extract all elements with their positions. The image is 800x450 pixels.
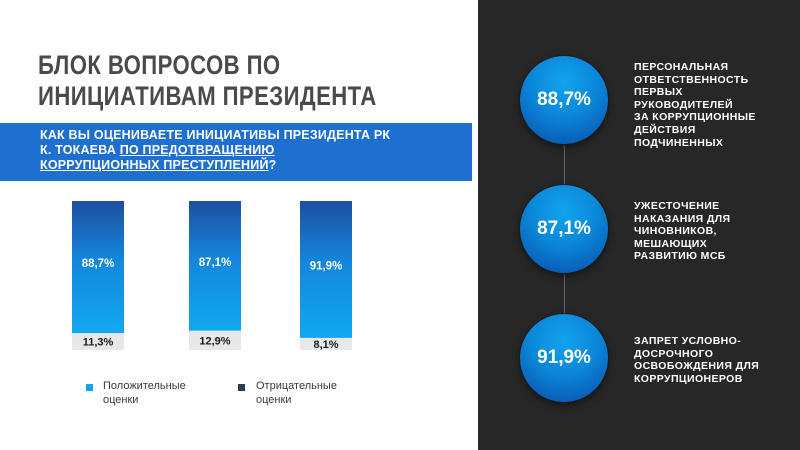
stat-circle-3-value: 91,9% bbox=[537, 347, 591, 368]
stat-circle-2-value: 87,1% bbox=[537, 218, 591, 239]
data-label-positive-1: 88,7% bbox=[82, 258, 115, 270]
stacked-bar-chart: 88,7% 11,3% 87,1% 12,9% 91,9% 8,1% bbox=[72, 201, 352, 351]
page-title: БЛОК ВОПРОСОВ ПО ИНИЦИАТИВАМ ПРЕЗИДЕНТА bbox=[38, 50, 377, 112]
stat-circle-3: 91,9% bbox=[520, 314, 608, 402]
stat-text-2-line: ЧИНОВНИКОВ, bbox=[634, 225, 717, 238]
stat-text-2-line: РАЗВИТИЮ МСБ bbox=[634, 250, 726, 263]
stat-text-1-line: ПЕРВЫХ bbox=[634, 86, 683, 99]
question-line-1: КАК ВЫ ОЦЕНИВАЕТЕ ИНИЦИАТИВЫ ПРЕЗИДЕНТА … bbox=[40, 128, 391, 142]
question-line-3-tail: ? bbox=[268, 158, 277, 172]
legend-positive-line-1: Положительные bbox=[103, 380, 186, 392]
bar-negative-3 bbox=[300, 337, 352, 350]
legend-swatch-positive bbox=[86, 384, 93, 391]
question-text: КАК ВЫ ОЦЕНИВАЕТЕ ИНИЦИАТИВЫ ПРЕЗИДЕНТА … bbox=[40, 128, 460, 173]
legend-label-negative: Отрицательные оценки bbox=[256, 379, 337, 407]
legend-swatch-negative bbox=[238, 384, 245, 391]
stat-text-1: ПЕРСОНАЛЬНАЯ ОТВЕТСТВЕННОСТЬ ПЕРВЫХ РУКО… bbox=[634, 61, 784, 149]
legend-positive-line-2: оценки bbox=[103, 394, 139, 406]
stat-text-1-line: ОТВЕТСТВЕННОСТЬ bbox=[634, 73, 749, 86]
legend-negative-line-2: оценки bbox=[256, 394, 292, 406]
data-label-negative-1: 11,3% bbox=[83, 337, 114, 349]
stat-text-3-line: ДОСРОЧНОГО bbox=[634, 347, 714, 360]
stat-text-2-line: УЖЕСТОЧЕНИЕ bbox=[634, 200, 720, 212]
data-label-negative-2: 12,9% bbox=[199, 335, 230, 347]
bar-positive-3 bbox=[300, 201, 352, 338]
title-line-2: ИНИЦИАТИВАМ ПРЕЗИДЕНТА bbox=[38, 81, 377, 111]
question-line-3-underlined: КОРРУПЦИОННЫХ ПРЕСТУПЛЕНИЙ bbox=[40, 158, 269, 172]
stat-text-3-line: КОРРУПЦИОНЕРОВ bbox=[634, 372, 743, 385]
stat-text-1-line: РУКОВОДИТЕЛЕЙ bbox=[634, 98, 733, 111]
stat-text-3-line: ЗАПРЕТ УСЛОВНО- bbox=[634, 335, 742, 347]
data-label-positive-2: 87,1% bbox=[199, 257, 232, 269]
bar-positive-2 bbox=[189, 201, 241, 331]
stat-text-2-line: МЕШАЮЩИХ bbox=[634, 237, 708, 250]
stat-circle-2: 87,1% bbox=[520, 185, 608, 273]
question-banner bbox=[0, 123, 472, 181]
stat-text-2-line: НАКАЗАНИЯ ДЛЯ bbox=[634, 212, 731, 225]
question-line-2-plain: К. ТОКАЕВА bbox=[40, 143, 120, 157]
data-label-positive-3: 91,9% bbox=[310, 260, 343, 272]
title-line-1: БЛОК ВОПРОСОВ ПО bbox=[38, 50, 281, 80]
stat-circle-1-value: 88,7% bbox=[537, 89, 591, 110]
stat-circle-1: 88,7% bbox=[520, 56, 608, 144]
legend-label-positive: Положительные оценки bbox=[103, 379, 186, 407]
stat-text-1-line: ПОДЧИНЕННЫХ bbox=[634, 136, 724, 149]
stat-text-1-line: ДЕЙСТВИЯ bbox=[634, 123, 696, 136]
stat-text-1-line: ПЕРСОНАЛЬНАЯ bbox=[634, 61, 729, 73]
bar-negative-1 bbox=[72, 333, 124, 350]
stat-text-3-line: ОСВОБОЖДЕНИЯ ДЛЯ bbox=[634, 360, 760, 373]
question-line-2-underlined: ПО ПРЕДОТВРАЩЕНИЮ bbox=[119, 143, 275, 157]
question-line-3: КОРРУПЦИОННЫХ ПРЕСТУПЛЕНИЙ? bbox=[40, 158, 460, 173]
bar-positive-1 bbox=[72, 201, 124, 334]
legend-negative-line-1: Отрицательные bbox=[256, 380, 337, 392]
question-line-2: К. ТОКАЕВА ПО ПРЕДОТВРАЩЕНИЮ bbox=[40, 143, 460, 158]
bar-negative-2 bbox=[189, 330, 241, 350]
stat-text-3: ЗАПРЕТ УСЛОВНО- ДОСРОЧНОГО ОСВОБОЖДЕНИЯ … bbox=[634, 335, 784, 385]
data-label-negative-3: 8,1% bbox=[313, 339, 338, 351]
stat-text-2: УЖЕСТОЧЕНИЕ НАКАЗАНИЯ ДЛЯ ЧИНОВНИКОВ, МЕ… bbox=[634, 200, 784, 263]
stat-text-1-line: ЗА КОРРУПЦИОННЫЕ bbox=[634, 111, 756, 124]
